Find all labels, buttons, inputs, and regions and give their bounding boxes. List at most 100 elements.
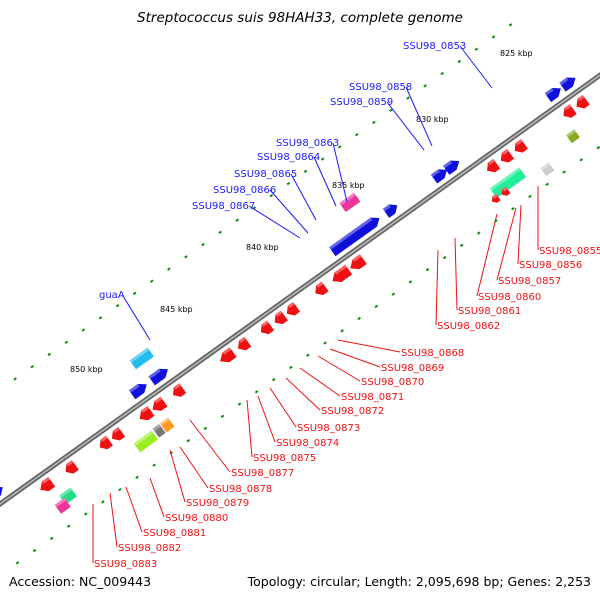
forward-gene-10 [559, 77, 576, 92]
tick-mark [152, 463, 156, 467]
reverse-gene-small-1-shine [492, 193, 498, 199]
forward-gene-5-shape [343, 217, 380, 246]
forward-gene-10-shine [559, 77, 569, 86]
reverse-label-leader [269, 387, 297, 428]
forward-gene-2 [128, 383, 147, 400]
tick-mark [98, 316, 103, 320]
reverse-gene-label: SSU98_0880 [165, 513, 228, 524]
forward-gene-9-shine [544, 87, 554, 96]
tick-mark [354, 132, 359, 137]
olive-gene [566, 129, 580, 144]
reverse-gene-3-shine [100, 435, 108, 442]
tick-mark [562, 170, 566, 174]
forward-gene-3 [148, 368, 168, 386]
reverse-gene-label: SSU98_0882 [118, 543, 181, 554]
magenta-gene-upper [339, 192, 361, 213]
reverse-label-leader [299, 367, 341, 397]
tick-mark [135, 475, 139, 480]
tick-mark [579, 158, 584, 162]
reverse-gene-20-shine [577, 94, 585, 102]
orange-gene-shape [159, 417, 175, 433]
forward-gene-9 [544, 87, 561, 103]
forward-gene-7-shine [430, 169, 440, 178]
tick-mark [337, 145, 342, 149]
reverse-gene-label: SSU98_0883 [94, 559, 157, 570]
reverse-gene-4 [111, 426, 126, 441]
reverse-gene-19-shine [564, 104, 572, 111]
reverse-gene-14-shine [334, 264, 347, 275]
guaA-gene-shape [129, 347, 154, 370]
reverse-gene-1-shape [40, 476, 56, 492]
reverse-gene-2-shape [65, 460, 79, 474]
reverse-gene-label: SSU98_0857 [498, 276, 561, 287]
light-grey-gene [540, 162, 555, 177]
reverse-gene-label: SSU98_0856 [519, 260, 582, 271]
forward-gene-label: SSU98_0853 [403, 41, 466, 52]
tick-mark [425, 268, 430, 272]
tick-mark [491, 35, 496, 39]
reverse-gene-17 [500, 148, 515, 163]
reverse-gene-label: SSU98_0869 [381, 363, 444, 374]
tick-mark [511, 206, 515, 211]
reverse-gene-20-shape [576, 94, 590, 109]
magenta-gene-lower-shape [54, 497, 71, 514]
tick-mark [389, 108, 393, 112]
forward-label-leader [386, 101, 425, 151]
tick-mark [64, 340, 69, 344]
reverse-gene-8 [220, 347, 237, 363]
reverse-gene-5 [139, 405, 155, 421]
tick-mark [115, 303, 120, 308]
forward-gene-label: SSU98_0863 [276, 138, 339, 149]
forward-gene-3-shine [148, 368, 161, 379]
forward-gene-5 [343, 217, 380, 246]
guaA-gene [129, 347, 154, 370]
reverse-gene-1-shine [41, 476, 50, 484]
reverse-gene-4-shine [112, 426, 120, 434]
forward-gene-6-shape [382, 204, 398, 218]
forward-label-leader [459, 45, 493, 89]
scale-label: 840 kbp [246, 243, 279, 252]
reverse-gene-10 [260, 320, 275, 335]
scale-label: 845 kbp [160, 305, 193, 314]
reverse-gene-10-shine [261, 320, 269, 327]
reverse-gene-label: SSU98_0868 [401, 348, 464, 359]
reverse-gene-1 [40, 476, 56, 492]
reverse-gene-8-shape [220, 347, 237, 363]
forward-label-leader [405, 86, 433, 147]
forward-gene-2-shape [128, 383, 147, 400]
tick-mark [286, 181, 291, 186]
reverse-gene-label: SSU98_0874 [276, 438, 339, 449]
tick-mark [545, 182, 549, 186]
tick-mark [408, 280, 413, 284]
reverse-gene-16-shine [487, 158, 496, 166]
forward-gene-3-shape [148, 368, 168, 386]
light-grey-gene-shape [540, 162, 555, 177]
tick-mark [357, 316, 361, 321]
lime-gene [133, 430, 159, 453]
reverse-gene-7 [172, 383, 187, 397]
reverse-gene-label: SSU98_0877 [231, 468, 294, 479]
tick-mark [132, 291, 137, 296]
reverse-gene-5-shape [139, 405, 155, 421]
tick-marks [13, 23, 600, 565]
tick-mark [149, 279, 154, 283]
tick-mark [203, 426, 208, 431]
forward-gene-label: SSU98_0858 [349, 82, 412, 93]
tick-mark [118, 487, 122, 492]
reverse-gene-9 [238, 336, 252, 351]
tick-mark [201, 242, 205, 247]
forward-gene-9-shape [544, 87, 561, 103]
tick-mark [220, 414, 225, 418]
spring-gene-shape [489, 167, 527, 199]
tick-mark [167, 267, 171, 271]
reverse-gene-label: SSU98_0873 [297, 423, 360, 434]
tick-mark [101, 500, 105, 504]
tick-mark [457, 59, 462, 64]
tick-mark [459, 243, 464, 248]
reverse-label-leader [179, 446, 209, 489]
olive-gene-shine [566, 129, 576, 138]
forward-gene-label: SSU98_0859 [330, 97, 393, 108]
reverse-gene-label: SSU98_0870 [361, 377, 424, 388]
orange-gene [159, 417, 175, 433]
